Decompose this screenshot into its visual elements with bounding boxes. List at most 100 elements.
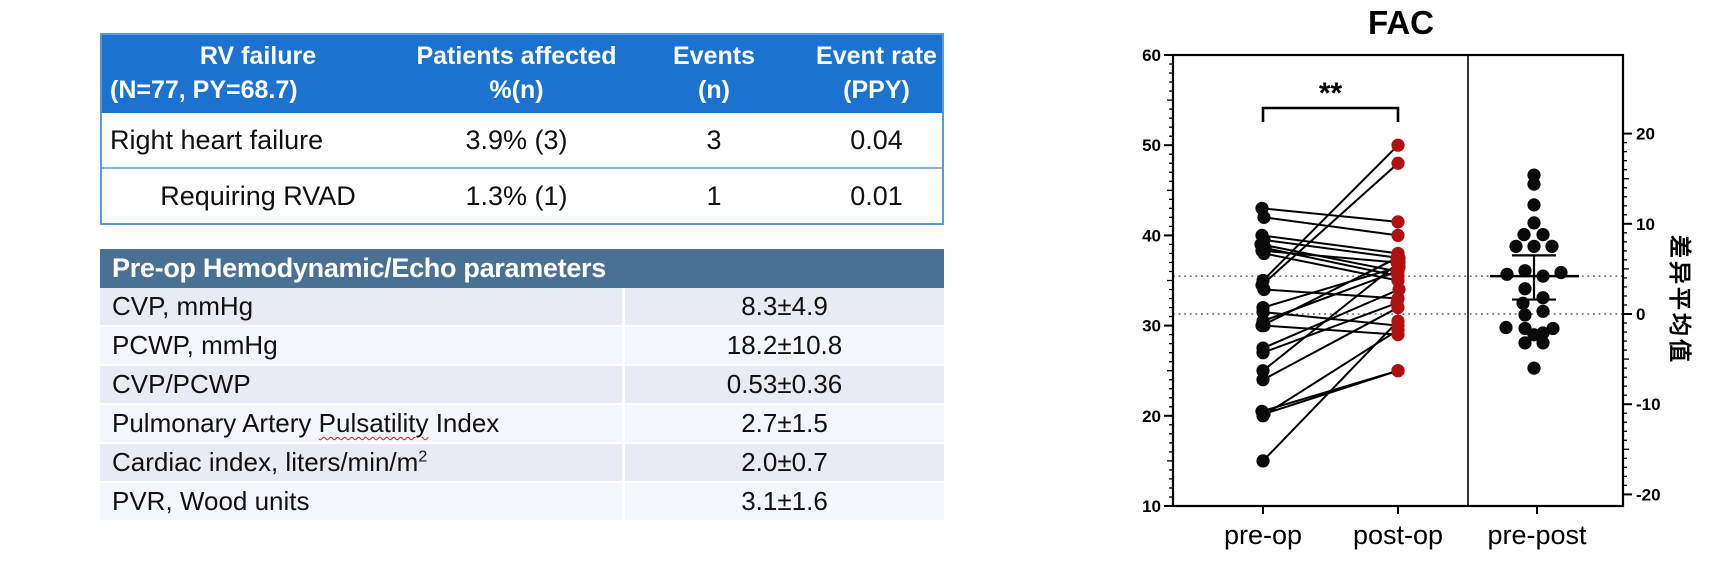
rv-table-row: Right heart failure 3.9% (3) 3 0.04 [102,113,942,167]
post-op-points [1390,138,1406,378]
difference-point [1536,304,1550,318]
difference-point [1518,308,1532,322]
hemodynamic-row-value: 18.2±10.8 [625,327,944,364]
post-op-point [1391,215,1405,229]
rv-header-col2-line2: %(n) [489,76,544,104]
rv-failure-table: RV failure (N=77, PY=68.7) Patients affe… [100,33,944,225]
pair-line [1260,243,1399,273]
pair-line [1263,324,1399,336]
hemodynamic-table-body: CVP, mmHg 8.3±4.9 PCWP, mmHg 18.2±10.8 CVP/P… [100,288,944,520]
pre-op-point [1256,373,1270,387]
difference-point [1527,239,1541,253]
difference-point [1527,361,1541,375]
difference-point [1518,264,1532,278]
post-op-point [1392,282,1406,297]
post-op-point [1391,228,1405,242]
post-op-point [1391,364,1405,378]
left-axis-tick-label: 10 [1142,497,1161,516]
pair-line [1262,288,1400,350]
right-axis-tick-label: -10 [1636,395,1661,414]
pair-line [1261,234,1399,255]
hemodynamic-row-value: 8.3±4.9 [625,288,944,325]
pre-op-point [1256,454,1270,468]
hemodynamic-row: CVP/PCWP 0.53±0.36 [100,366,944,403]
hemodynamic-row-value: 0.53±0.36 [625,366,944,403]
pre-op-point [1256,305,1270,319]
pair-line [1261,162,1399,286]
pair-line [1261,249,1398,264]
x-axis-category-label: pre-op [1224,520,1302,550]
rv-header-col3-line2: (n) [698,76,730,104]
difference-point [1536,326,1550,340]
pre-op-point [1257,319,1271,333]
difference-point [1517,228,1531,242]
hemodynamic-row: Cardiac index, liters/min/m2 2.0±0.7 [100,444,944,481]
pair-line [1263,216,1399,237]
rv-header-col1-line1: RV failure [199,42,317,70]
pair-line [1261,207,1399,223]
difference-point [1527,216,1541,230]
rv-table-body: Right heart failure 3.9% (3) 3 0.04 Requirin… [102,113,942,223]
difference-point [1545,239,1559,253]
left-axis-tick-label: 20 [1142,407,1161,426]
rv-row-rate: 0.01 [850,180,903,211]
difference-point [1546,321,1560,336]
rv-row-affected: 3.9% (3) [465,124,568,155]
pre-op-point [1257,210,1271,224]
difference-point [1527,168,1541,182]
pre-op-point [1256,346,1270,360]
pre-op-point [1257,246,1271,261]
difference-point [1518,282,1532,296]
significance-bracket [1261,106,1400,122]
hemodynamic-row-label: CVP, mmHg [100,288,622,325]
rv-header-col3-line1: Events [673,42,755,70]
right-axis-tick-label: 10 [1636,215,1655,234]
rv-header-col3: Events (n) [619,39,809,113]
post-op-point [1391,300,1405,315]
rv-table-header: RV failure (N=77, PY=68.7) Patients affe… [102,35,942,113]
rv-header-col4-line1: Event rate [816,42,937,70]
pair-line [1262,266,1400,309]
difference-point [1509,239,1523,253]
hemodynamic-row: PVR, Wood units 3.1±1.6 [100,483,944,520]
hemodynamic-row-label: PVR, Wood units [100,483,622,520]
significance-stars: ** [1319,77,1343,110]
difference-point [1500,267,1514,281]
rv-row-label: Right heart failure [110,124,324,155]
hemodynamic-table-title: Pre-op Hemodynamic/Echo parameters [100,249,944,288]
rv-header-col4-line2: (PPY) [843,76,910,104]
rv-header-col2-line1: Patients affected [416,42,617,70]
chart-title: FAC [1368,4,1434,41]
right-axis-ticks [1623,132,1632,496]
pair-line [1261,257,1398,327]
left-axis-ticks [1164,54,1173,507]
pre-op-point [1256,364,1270,378]
hemodynamic-row: Pulmonary Artery Pulsatility Index 2.7±1.… [100,405,944,442]
x-axis-category-label: pre-post [1487,520,1587,550]
hemodynamic-row-label: PCWP, mmHg [100,327,622,364]
left-axis-tick-label: 40 [1142,226,1161,245]
hemodynamic-row: CVP, mmHg 8.3±4.9 [100,288,944,325]
difference-point [1536,336,1550,350]
pre-op-points [1254,201,1272,468]
hemodynamic-row-value: 2.7±1.5 [625,405,944,442]
rv-table-row: Requiring RVAD 1.3% (1) 1 0.01 [102,167,942,223]
rv-header-col4: Event rate (PPY) [809,39,944,113]
post-op-point [1391,138,1405,152]
difference-point [1536,291,1550,305]
left-axis-tick-label: 30 [1142,317,1161,336]
right-axis-tick-label: -20 [1636,485,1661,504]
post-op-point [1392,255,1406,270]
rv-header-col2: Patients affected %(n) [414,39,619,113]
right-axis-tick-label: 20 [1636,125,1655,144]
rv-row-label: Requiring RVAD [160,180,356,211]
rv-row-rate: 0.04 [850,124,903,155]
hemodynamic-row-label: CVP/PCWP [100,366,622,403]
pre-op-point [1256,409,1270,423]
pair-line [1263,369,1399,415]
x-axis-category-label: post-op [1353,520,1443,550]
right-axis-title: 差异平均值 [1667,235,1693,365]
difference-point [1527,177,1541,191]
pair-line [1262,144,1399,282]
